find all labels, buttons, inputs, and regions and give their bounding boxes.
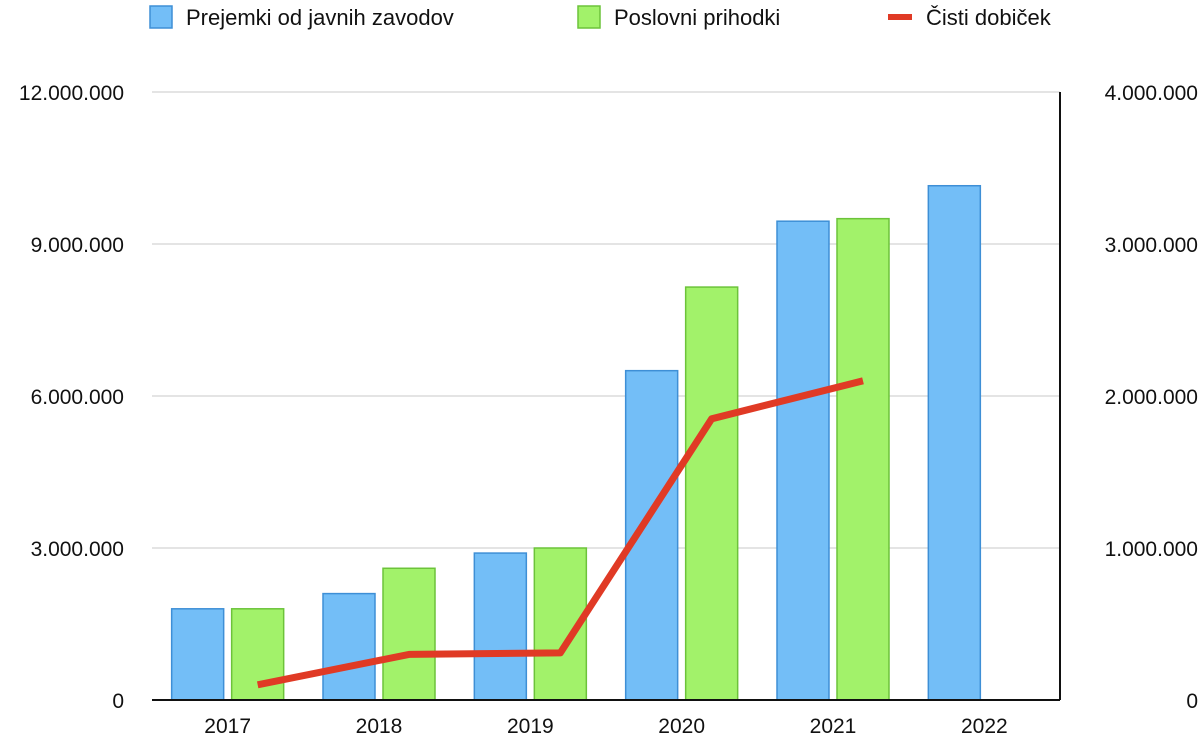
bar-prejemki-2018 <box>322 592 376 701</box>
legend: Prejemki od javnih zavodov Poslovni priho… <box>149 5 1052 30</box>
axis-labels: 0 3.000.000 6.000.000 9.000.000 12.000.000 0 1… <box>19 82 1198 738</box>
x-tick-label: 2019 <box>507 715 554 738</box>
x-tick-label: 2021 <box>810 715 857 738</box>
bar-prihodki-2017 <box>230 608 285 701</box>
bar-prihodki-2018 <box>382 567 436 701</box>
bar-prejemki-2022 <box>927 184 982 701</box>
x-tick-label: 2018 <box>356 715 403 738</box>
y-right-tick-label: 2.000.000 <box>1105 386 1198 409</box>
y-right-tick-label: 4.000.000 <box>1105 82 1198 105</box>
bar-prejemki-2021 <box>776 220 830 701</box>
bar-prihodki-2019 <box>533 547 588 701</box>
x-tick-label: 2022 <box>961 715 1008 738</box>
legend-swatch-1 <box>149 5 173 29</box>
line-cisti-dobicek <box>256 377 864 689</box>
y-right-tick-label: 3.000.000 <box>1105 234 1198 257</box>
legend-label-2: Poslovni prihodki <box>614 5 780 30</box>
profit-line <box>256 377 864 689</box>
x-tick-label: 2020 <box>658 715 705 738</box>
bar-prejemki-2017 <box>170 608 225 701</box>
y-left-tick-label: 9.000.000 <box>31 234 124 257</box>
bar-prihodki-2021 <box>836 217 890 701</box>
y-left-tick-label: 0 <box>112 690 124 713</box>
legend-label-1: Prejemki od javnih zavodov <box>186 5 454 30</box>
bar-prejemki-2019 <box>473 552 528 701</box>
y-right-tick-label: 0 <box>1186 690 1198 713</box>
y-right-tick-label: 1.000.000 <box>1105 538 1198 561</box>
legend-label-3: Čisti dobiček <box>926 5 1052 30</box>
y-left-tick-label: 6.000.000 <box>31 386 124 409</box>
x-tick-label: 2017 <box>204 715 251 738</box>
y-left-tick-label: 3.000.000 <box>31 538 124 561</box>
bar-prihodki-2020 <box>684 286 739 701</box>
y-left-tick-label: 12.000.000 <box>19 82 124 105</box>
legend-swatch-2 <box>577 5 601 29</box>
axes <box>152 92 1061 701</box>
gridlines <box>152 91 1060 549</box>
